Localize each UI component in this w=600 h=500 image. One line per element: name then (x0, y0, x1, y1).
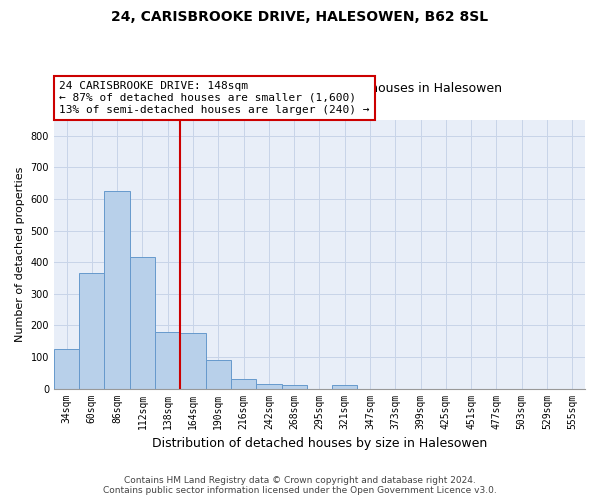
Bar (130, 258, 155, 388)
X-axis label: Distribution of detached houses by size in Halesowen: Distribution of detached houses by size … (152, 437, 487, 450)
Bar (79, 273, 104, 388)
Bar (231, 379, 256, 388)
Bar (104, 191, 130, 388)
Text: 24 CARISBROOKE DRIVE: 148sqm
← 87% of detached houses are smaller (1,600)
13% of: 24 CARISBROOKE DRIVE: 148sqm ← 87% of de… (59, 82, 370, 114)
Bar (281, 386, 307, 388)
Bar (155, 332, 181, 388)
Bar (256, 384, 281, 388)
Text: 24, CARISBROOKE DRIVE, HALESOWEN, B62 8SL: 24, CARISBROOKE DRIVE, HALESOWEN, B62 8S… (112, 10, 488, 24)
Bar (54, 349, 79, 389)
Title: Size of property relative to detached houses in Halesowen: Size of property relative to detached ho… (136, 82, 502, 95)
Bar (181, 333, 206, 388)
Bar (332, 386, 358, 388)
Bar (206, 360, 231, 388)
Y-axis label: Number of detached properties: Number of detached properties (15, 166, 25, 342)
Text: Contains HM Land Registry data © Crown copyright and database right 2024.
Contai: Contains HM Land Registry data © Crown c… (103, 476, 497, 495)
